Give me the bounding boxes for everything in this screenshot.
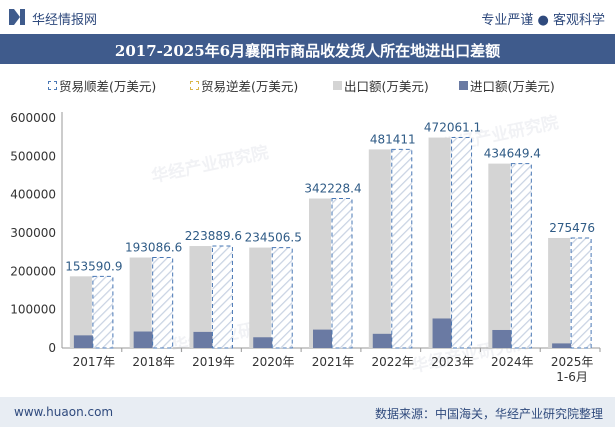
data-label: 342228.4 [304, 182, 361, 196]
data-label: 223889.6 [185, 229, 242, 243]
import-bar [193, 331, 214, 348]
import-bar [313, 329, 333, 348]
surplus-bar [271, 247, 293, 349]
data-label: 275476 [549, 221, 595, 235]
import-bar [253, 337, 274, 348]
data-label: 193086.6 [125, 241, 182, 255]
x-tick-label: 2020年 [252, 355, 295, 369]
export-bar [249, 247, 272, 348]
y-tick-label: 100000 [10, 303, 56, 317]
import-bar [492, 329, 513, 348]
surplus-bar [510, 163, 532, 349]
x-tick-label: 2023年 [431, 355, 474, 369]
legend-item-surplus: 贸易顺差(万美元) [48, 76, 156, 95]
legend-swatch-import [459, 81, 468, 90]
export-bar [488, 163, 511, 348]
legend-item-export: 出口额(万美元) [333, 76, 429, 95]
x-tick-label: 2024年 [491, 355, 534, 369]
x-tick-label: 2018年 [132, 355, 175, 369]
legend: 贸易顺差(万美元) 贸易逆差(万美元) 出口额(万美元) 进口额(万美元) [0, 76, 615, 95]
y-tick-label: 200000 [10, 264, 56, 278]
import-bar [133, 331, 154, 348]
y-tick-label: 600000 [10, 111, 56, 125]
export-bar [69, 276, 92, 348]
import-bar [372, 333, 393, 348]
surplus-bar [570, 237, 592, 349]
export-bar [309, 198, 331, 348]
footer-bar [0, 397, 615, 427]
footer-source: 数据来源：中国海关，华经产业研究院整理 [374, 407, 603, 421]
legend-label-deficit: 贸易逆差(万美元) [201, 79, 299, 94]
export-bar [428, 137, 451, 348]
title-bar [0, 34, 615, 64]
surplus-bar [211, 245, 233, 349]
data-label: 481411 [370, 132, 416, 146]
x-tick-label: 2019年 [192, 355, 235, 369]
data-label: 153590.9 [65, 259, 122, 273]
logo-icon [9, 9, 25, 25]
surplus-bar [92, 275, 114, 349]
export-bar [189, 246, 212, 348]
brand-name: 华经情报网 [32, 13, 98, 28]
x-tick-label: 2025年 [551, 355, 594, 369]
footer-website: www.huaon.com [14, 405, 114, 419]
legend-item-import: 进口额(万美元) [459, 76, 555, 95]
export-bar [129, 257, 152, 348]
slogan: 专业严谨 ● 客观科学 [481, 13, 605, 28]
legend-swatch-surplus [48, 81, 57, 90]
top-header: 华经情报网 专业严谨 ● 客观科学 [0, 0, 615, 34]
legend-label-import: 进口额(万美元) [470, 79, 555, 94]
import-bar [552, 343, 573, 348]
x-tick-label: 1-6月 [556, 370, 588, 384]
export-bar [368, 149, 391, 348]
import-bar [73, 335, 94, 348]
legend-swatch-deficit [190, 81, 199, 90]
x-tick-label: 2021年 [312, 355, 355, 369]
legend-label-surplus: 贸易顺差(万美元) [59, 79, 157, 94]
import-bar [432, 318, 453, 348]
surplus-bar [331, 198, 353, 349]
surplus-bar [451, 137, 473, 349]
y-tick-label: 0 [48, 341, 56, 355]
legend-swatch-export [333, 81, 342, 90]
surplus-bar [391, 148, 413, 349]
surplus-bar [152, 257, 174, 349]
export-bar [548, 237, 571, 348]
data-label: 234506.5 [245, 231, 302, 245]
y-tick-label: 300000 [10, 226, 56, 240]
x-tick-label: 2017年 [73, 355, 116, 369]
y-tick-label: 500000 [10, 149, 56, 163]
chart-title: 2017-2025年6月襄阳市商品收发货人所在地进出口差额 [114, 42, 501, 60]
data-label: 472061.1 [424, 121, 481, 135]
data-label: 434649.4 [484, 147, 541, 161]
y-tick-label: 400000 [10, 188, 56, 202]
legend-label-export: 出口额(万美元) [344, 79, 429, 94]
x-tick-label: 2022年 [372, 355, 415, 369]
legend-item-deficit: 贸易逆差(万美元) [190, 76, 298, 95]
